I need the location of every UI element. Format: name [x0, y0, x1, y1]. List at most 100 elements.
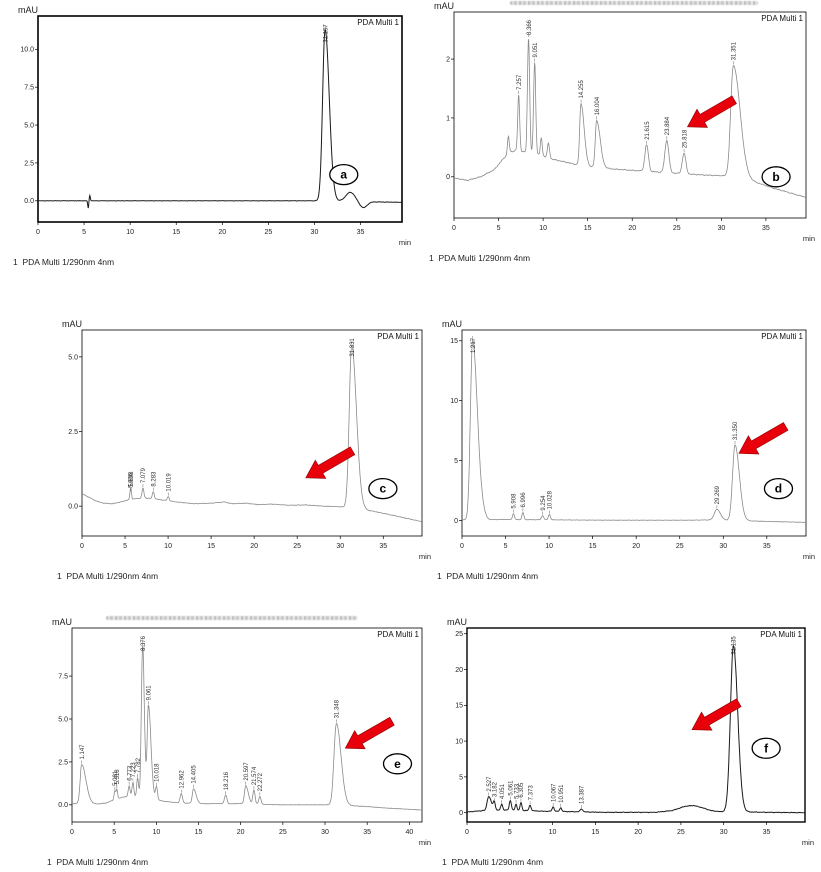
svg-text:7.373: 7.373: [528, 785, 534, 801]
detector-channel-footer: 1 PDA Multi 1/290nm 4nm: [47, 857, 149, 867]
svg-text:f: f: [764, 741, 769, 755]
svg-text:10: 10: [152, 829, 160, 836]
svg-text:8.376: 8.376: [141, 635, 147, 651]
annotation-arrow: [344, 716, 395, 750]
svg-text:30: 30: [336, 543, 344, 550]
svg-text:5: 5: [459, 774, 463, 781]
svg-text:7.5: 7.5: [58, 673, 68, 680]
svg-text:31.135: 31.135: [732, 636, 738, 655]
svg-text:7.5: 7.5: [24, 85, 34, 92]
x-axis-unit-label: min: [803, 234, 815, 243]
annotation-arrow: [738, 422, 789, 455]
svg-text:5.318: 5.318: [115, 769, 121, 785]
y-axis-unit-label: mAU: [62, 319, 82, 329]
svg-text:5: 5: [504, 543, 508, 550]
svg-text:31.331: 31.331: [350, 338, 356, 357]
x-axis-ticks: 0 5 10 15 20 25 30 35 40: [70, 822, 413, 836]
detector-label: PDA Multi 1: [357, 18, 399, 27]
svg-text:12.962: 12.962: [180, 770, 186, 789]
svg-text:5.081: 5.081: [113, 770, 119, 786]
x-axis-unit-label: min: [419, 838, 431, 847]
svg-text:0.0: 0.0: [58, 802, 68, 809]
svg-text:20.597: 20.597: [244, 762, 250, 781]
y-axis-unit-label: mAU: [52, 617, 72, 627]
svg-text:31.348: 31.348: [335, 699, 341, 718]
chromatogram-plot-b: 0 5 10 15 20 25 30 35 0 1 2 PDA Multi 1 min 7.257 8.36…: [446, 11, 815, 243]
svg-text:20: 20: [218, 229, 226, 236]
y-axis-ticks: 0.0 2.5 5.0 7.5 10.0: [20, 47, 38, 205]
svg-text:c: c: [380, 482, 387, 496]
panel-letter-badge: e: [382, 753, 413, 775]
y-axis-ticks: 0.0 2.5 5.0 7.5: [58, 673, 72, 809]
plot-frame: [461, 329, 807, 537]
svg-text:21.574: 21.574: [252, 766, 258, 785]
svg-text:18.216: 18.216: [224, 771, 230, 790]
panel-letter-badge: a: [329, 163, 359, 186]
chromatogram-trace: [462, 339, 806, 523]
svg-text:25: 25: [676, 543, 684, 550]
y-axis-ticks: 0 1 2: [446, 56, 454, 181]
x-axis-unit-label: min: [803, 552, 815, 561]
svg-text:10.018: 10.018: [155, 763, 161, 782]
svg-text:25.818: 25.818: [682, 129, 688, 148]
svg-text:10: 10: [164, 543, 172, 550]
svg-text:5: 5: [82, 229, 86, 236]
svg-text:20: 20: [632, 543, 640, 550]
svg-text:0.0: 0.0: [68, 504, 78, 511]
svg-text:b: b: [772, 170, 779, 184]
y-axis-ticks: 0 5 10 15: [450, 338, 462, 525]
svg-text:5: 5: [497, 225, 501, 232]
blurred-caption: [106, 616, 358, 620]
svg-text:35: 35: [763, 543, 771, 550]
svg-text:20: 20: [250, 543, 258, 550]
svg-text:5: 5: [112, 829, 116, 836]
chromatogram-trace: [38, 27, 402, 209]
y-axis-unit-label: mAU: [442, 319, 462, 329]
svg-text:29.269: 29.269: [715, 485, 721, 504]
svg-text:10: 10: [549, 829, 557, 836]
plot-frame: [466, 627, 806, 823]
svg-text:15: 15: [591, 829, 599, 836]
panel-letter-badge: b: [761, 166, 791, 188]
svg-text:25: 25: [673, 225, 681, 232]
svg-text:0: 0: [80, 543, 84, 550]
svg-text:15: 15: [207, 543, 215, 550]
x-axis-ticks: 0 5 10 15 20 25 30 35: [465, 822, 770, 836]
chromatogram-plot-c: 0 5 10 15 20 25 30 35 0.0 2.5 5.0 PDA Multi 1 min 5.6…: [68, 329, 431, 561]
svg-text:7.223: 7.223: [131, 762, 137, 778]
svg-text:25: 25: [455, 631, 463, 638]
detector-channel-footer: 1 PDA Multi 1/290nm 4nm: [442, 857, 544, 867]
svg-text:4.051: 4.051: [500, 783, 506, 799]
svg-text:1.217: 1.217: [471, 337, 477, 353]
svg-text:5: 5: [123, 543, 127, 550]
chromatogram-panel-f: 0 5 10 15 20 25 30 35 0 5 10 15 20 25 PDA Multi 1 min 2.…: [437, 616, 817, 870]
plot-frame: [81, 329, 423, 537]
svg-text:5.908: 5.908: [512, 493, 518, 509]
panel-letter-badge: c: [368, 477, 398, 500]
x-axis-ticks: 0 5 10 15 20 25 30 35: [452, 218, 770, 232]
svg-text:0: 0: [460, 543, 464, 550]
svg-text:30: 30: [321, 829, 329, 836]
peak-retention-labels: 7.257 8.366 9.051 14.255 16.004 21.615 23.884 2…: [517, 19, 738, 153]
peak-retention-labels: 31.157: [323, 24, 329, 43]
svg-text:20: 20: [628, 225, 636, 232]
chromatogram-panel-d: 0 5 10 15 20 25 30 35 0 5 10 15 PDA Multi 1 min 1.217 5…: [432, 318, 818, 586]
blurred-caption: [510, 1, 758, 5]
svg-text:7.257: 7.257: [517, 74, 523, 90]
svg-text:2.5: 2.5: [68, 429, 78, 436]
svg-text:a: a: [340, 168, 347, 182]
svg-text:25: 25: [677, 829, 685, 836]
svg-text:9.254: 9.254: [541, 495, 547, 511]
svg-text:9.051: 9.051: [533, 42, 539, 58]
svg-text:3.182: 3.182: [492, 781, 498, 797]
x-axis-unit-label: min: [802, 838, 814, 847]
svg-text:16.004: 16.004: [595, 96, 601, 115]
svg-text:10.951: 10.951: [559, 784, 565, 803]
y-axis-unit-label: mAU: [434, 1, 454, 11]
svg-text:5.061: 5.061: [509, 780, 515, 796]
svg-text:30: 30: [720, 829, 728, 836]
